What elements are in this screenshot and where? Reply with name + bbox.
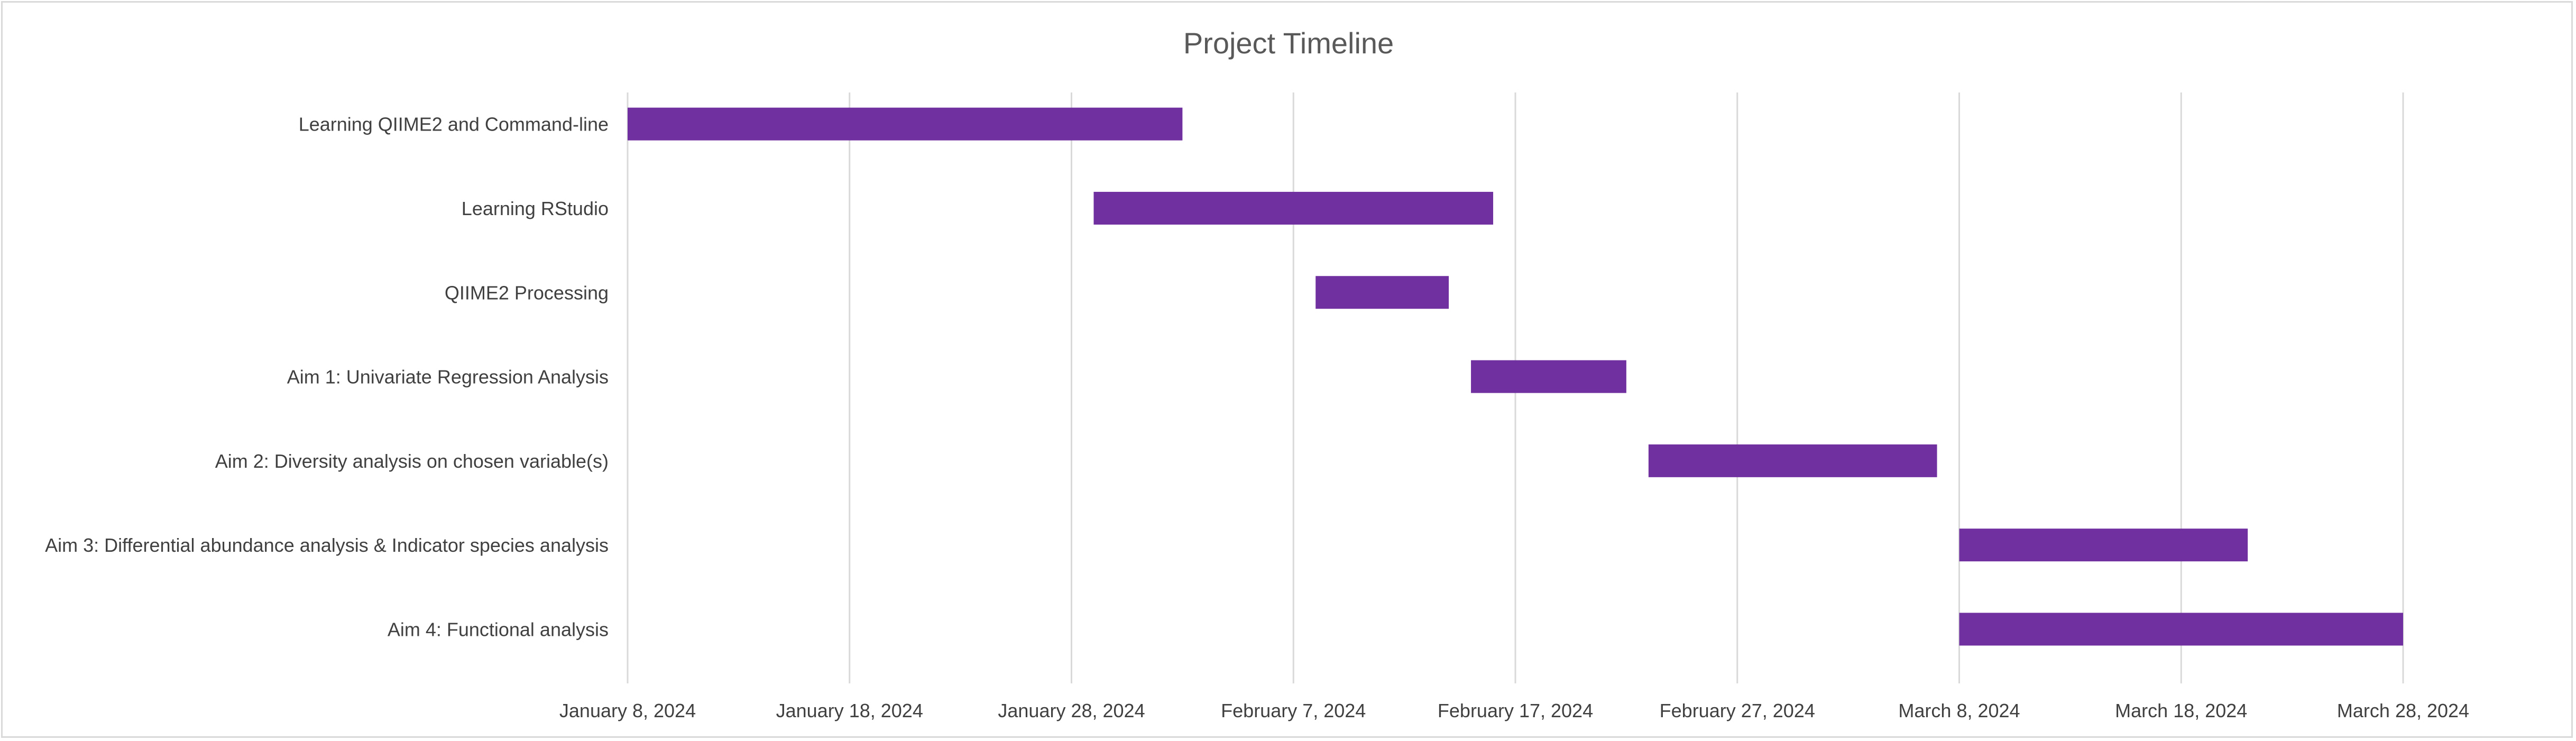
x-tick-label: January 18, 2024 xyxy=(776,700,923,721)
task-label: Aim 4: Functional analysis xyxy=(388,618,609,640)
task-label: Aim 1: Univariate Regression Analysis xyxy=(287,366,609,388)
task-label: Aim 3: Differential abundance analysis &… xyxy=(45,534,609,556)
x-tick-label: March 18, 2024 xyxy=(2115,700,2247,721)
task-bar xyxy=(1093,191,1494,225)
task-bar xyxy=(628,107,1183,141)
task-bar xyxy=(1315,276,1449,309)
task-label: Learning RStudio xyxy=(462,198,609,219)
x-tick-label: February 27, 2024 xyxy=(1660,700,1815,721)
task-bar xyxy=(1959,613,2403,646)
task-label: Aim 2: Diversity analysis on chosen vari… xyxy=(215,450,609,472)
task-label: QIIME2 Processing xyxy=(445,282,609,303)
gantt-chart: Project Timeline Learning QIIME2 and Com… xyxy=(45,26,2469,721)
x-axis-tick-labels: January 8, 2024 January 18, 2024 January 2… xyxy=(559,700,2469,721)
x-tick-label: January 8, 2024 xyxy=(559,700,696,721)
x-tick-label: February 17, 2024 xyxy=(1438,700,1593,721)
task-bar xyxy=(1959,529,2248,562)
x-tick-label: March 8, 2024 xyxy=(1898,700,2020,721)
task-label: Learning QIIME2 and Command-line xyxy=(299,114,609,135)
chart-title: Project Timeline xyxy=(1183,26,1394,60)
task-bars xyxy=(628,107,2403,646)
x-tick-label: March 28, 2024 xyxy=(2337,700,2469,721)
x-tick-label: January 28, 2024 xyxy=(998,700,1145,721)
task-labels: Learning QIIME2 and Command-line Learning… xyxy=(45,114,609,641)
task-bar xyxy=(1471,360,1626,393)
x-tick-label: February 7, 2024 xyxy=(1221,700,1366,721)
task-bar xyxy=(1648,444,1937,477)
